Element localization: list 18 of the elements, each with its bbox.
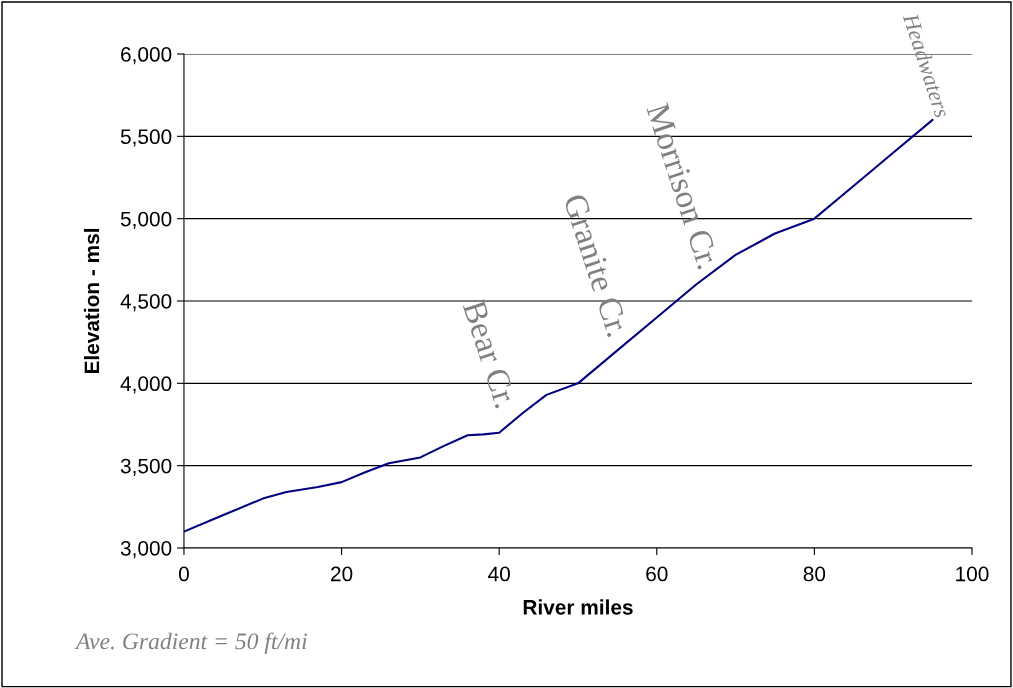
y-tick-label: 6,000: [121, 47, 172, 65]
x-tick-label: 60: [646, 566, 668, 582]
y-tick-label: 5,500: [120, 129, 172, 147]
annotation: Morrison Cr.: [646, 102, 720, 270]
x-tick-label: 80: [803, 566, 826, 582]
text: Ave. Gradient = 50 ft/mi: [74, 632, 307, 655]
x-tick-label: 0: [178, 566, 189, 582]
y-tick-label: 4,000: [120, 376, 172, 394]
x-axis-title: River miles: [523, 599, 633, 615]
y-tick-label: 4,500: [120, 294, 172, 312]
y-tick-label: 3,500: [120, 458, 172, 476]
y-tick-label: 3,000: [120, 540, 172, 559]
annotation: Bear Cr.: [462, 299, 518, 409]
y-axis-title: Elevation - msl: [83, 228, 100, 374]
y-tick-label: 5,000: [120, 211, 172, 229]
x-tick-label: 100: [956, 566, 989, 582]
x-tick-label: 40: [488, 566, 510, 582]
x-tick-label: 20: [331, 566, 353, 582]
